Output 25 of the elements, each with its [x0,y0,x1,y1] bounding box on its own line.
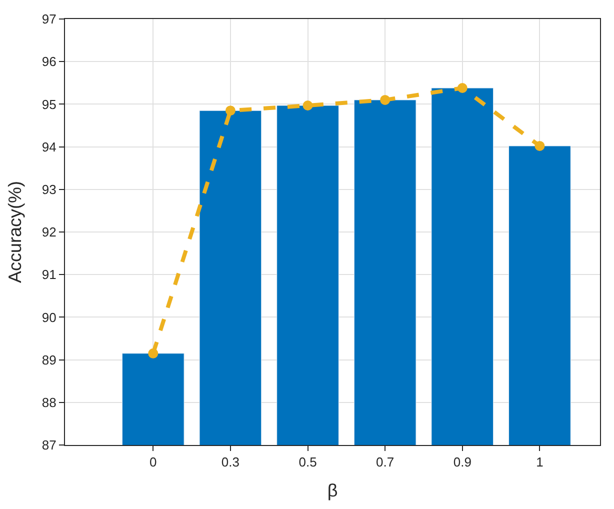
x-tick-label: 0.3 [221,454,240,470]
y-tick-label: 88 [42,394,56,410]
point [457,83,468,94]
x-tick-label: 0.7 [376,454,394,470]
x-tick-label: 0 [150,454,157,470]
y-tick-label: 89 [42,352,56,368]
y-tick-label: 90 [42,310,56,325]
y-tick-label: 92 [42,224,56,240]
point [534,140,545,151]
y-tick-label: 93 [42,182,56,197]
x-tick-label: 1 [536,454,544,470]
point [380,94,390,105]
y-axis-title: Accuracy(%) [5,180,26,284]
y-tick-label: 96 [42,54,56,70]
y-tick-label: 97 [42,12,56,27]
y-tick-label: 95 [42,96,56,112]
y-tick-label: 94 [42,139,56,154]
point [148,348,158,358]
x-axis-title: β [327,480,338,501]
y-tick-label: 91 [42,267,56,282]
y-tick-label: 87 [42,438,56,453]
point [225,106,236,116]
x-tick-label: 0.9 [453,454,472,470]
point [302,100,313,110]
x-tick-label: 0.5 [298,454,317,470]
